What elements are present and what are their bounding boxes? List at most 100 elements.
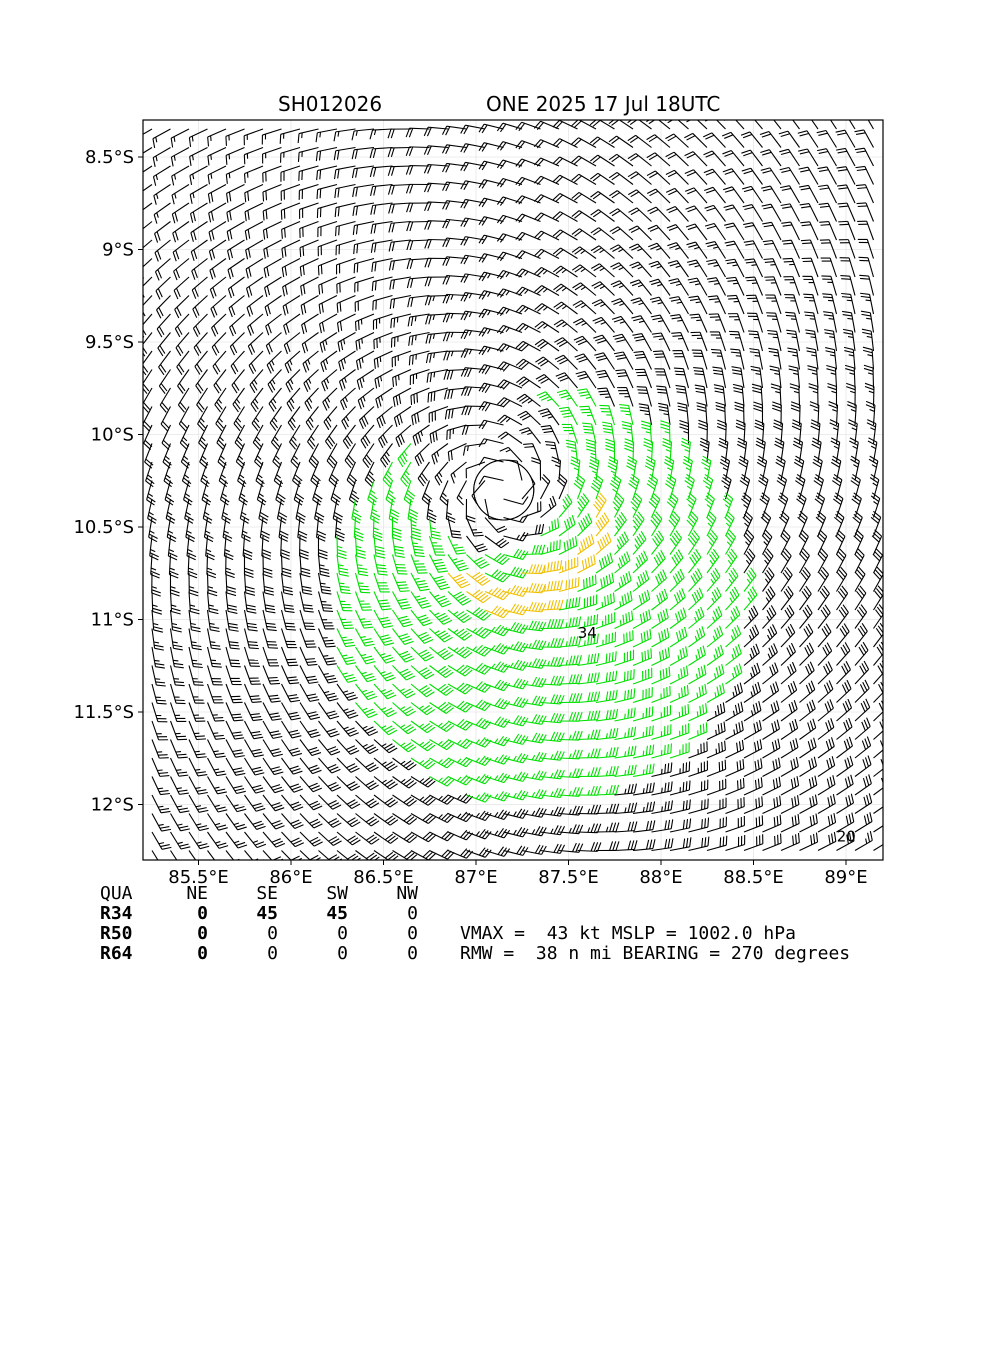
wind-barb [445, 388, 467, 399]
wind-barb [670, 666, 688, 684]
wind-barb [633, 648, 651, 665]
wind-barb [282, 666, 300, 684]
wind-barb [288, 407, 300, 431]
wind-barb [461, 125, 485, 134]
wind-barb [282, 758, 303, 774]
wind-barb [463, 444, 485, 456]
y-tick-label: 8.5°S [85, 147, 134, 168]
wind-barb [504, 734, 528, 744]
wind-barb [485, 662, 510, 673]
wind-barb [611, 299, 633, 314]
wind-barb [522, 771, 546, 780]
y-tick-label: 10.5°S [73, 517, 134, 538]
wind-barb [442, 145, 466, 154]
wind-barb [763, 586, 776, 610]
wind-barb [319, 703, 340, 719]
wind-barb [578, 514, 592, 536]
wind-barb [837, 661, 851, 684]
wind-barb [208, 851, 229, 867]
wind-barb [300, 777, 322, 792]
wind-barb [756, 438, 765, 462]
wind-barb [504, 497, 529, 505]
wind-barb [152, 721, 168, 740]
wind-barb [317, 518, 326, 542]
wind-barb [485, 791, 510, 801]
wind-barb [393, 721, 416, 734]
wind-barb [781, 586, 793, 610]
wind-barb [318, 259, 337, 276]
wind-barb [522, 621, 546, 631]
wind-barb [281, 185, 300, 201]
wind-barb [411, 573, 430, 591]
wind-barb [812, 438, 821, 462]
wind-barb [874, 736, 889, 758]
wind-barb [797, 113, 818, 129]
wind-barb [784, 295, 799, 314]
wind-barb [304, 370, 319, 392]
wind-barb [592, 282, 615, 296]
wind-barb [541, 580, 563, 591]
wind-barb [356, 666, 377, 682]
wind-barb [208, 185, 226, 204]
wind-barb [448, 794, 473, 804]
wind-barb [337, 629, 355, 647]
wind-barb [652, 570, 667, 592]
wind-barb [741, 132, 762, 148]
wind-barb [553, 157, 578, 166]
wind-barb [377, 407, 393, 428]
wind-barb [311, 462, 321, 487]
wind-barb [633, 668, 652, 684]
wind-barb [374, 740, 397, 753]
wind-barb [411, 388, 430, 405]
wind-barb [726, 816, 745, 832]
wind-barb [193, 314, 207, 337]
wind-barb [430, 610, 452, 624]
wind-barb [760, 113, 781, 129]
wind-barb [855, 623, 867, 647]
wind-barb [852, 493, 862, 518]
wind-barb [837, 624, 850, 647]
wind-barb [744, 644, 759, 666]
wind-barb [324, 407, 337, 430]
wind-barb [707, 817, 726, 832]
table-header-ne: NE [168, 884, 208, 904]
wind-barb [855, 812, 872, 832]
wind-barb [136, 185, 152, 206]
wind-barb [559, 515, 575, 536]
wind-barb [522, 714, 546, 724]
wind-barb [596, 573, 614, 592]
wind-barb [633, 725, 653, 739]
wind-barb [834, 511, 844, 536]
wind-barb [650, 297, 670, 314]
wind-barb [201, 462, 210, 487]
rmw-bearing-text: RMW = 38 n mi BEARING = 270 degrees [460, 943, 850, 964]
wind-barb [855, 737, 871, 758]
wind-barb [557, 390, 577, 406]
wind-barb [356, 333, 374, 351]
wind-barb [145, 444, 153, 469]
wind-barb [837, 699, 852, 721]
wind-barb [701, 456, 710, 480]
wind-barb [522, 501, 541, 517]
wind-barb [762, 204, 781, 221]
wind-barb [800, 795, 818, 814]
storm-id-title: SH012026 [278, 92, 382, 116]
wind-barb [226, 666, 242, 685]
wind-barb [837, 737, 853, 758]
wind-barb [267, 351, 281, 373]
wind-barb [418, 462, 429, 486]
wind-barb [841, 294, 855, 314]
wind-barb [855, 661, 869, 684]
wind-barb [818, 794, 835, 813]
wind-barb [818, 832, 836, 850]
wind-barb [319, 647, 337, 665]
wind-barb [630, 262, 652, 277]
wind-barb [517, 394, 541, 406]
table-row-r50-label: R50 [100, 924, 133, 944]
wind-barb [300, 222, 319, 239]
wind-barb [741, 114, 763, 129]
wind-barb [336, 222, 356, 237]
wind-barb [137, 259, 152, 281]
wind-barb [802, 276, 818, 295]
wind-barb [516, 122, 541, 131]
